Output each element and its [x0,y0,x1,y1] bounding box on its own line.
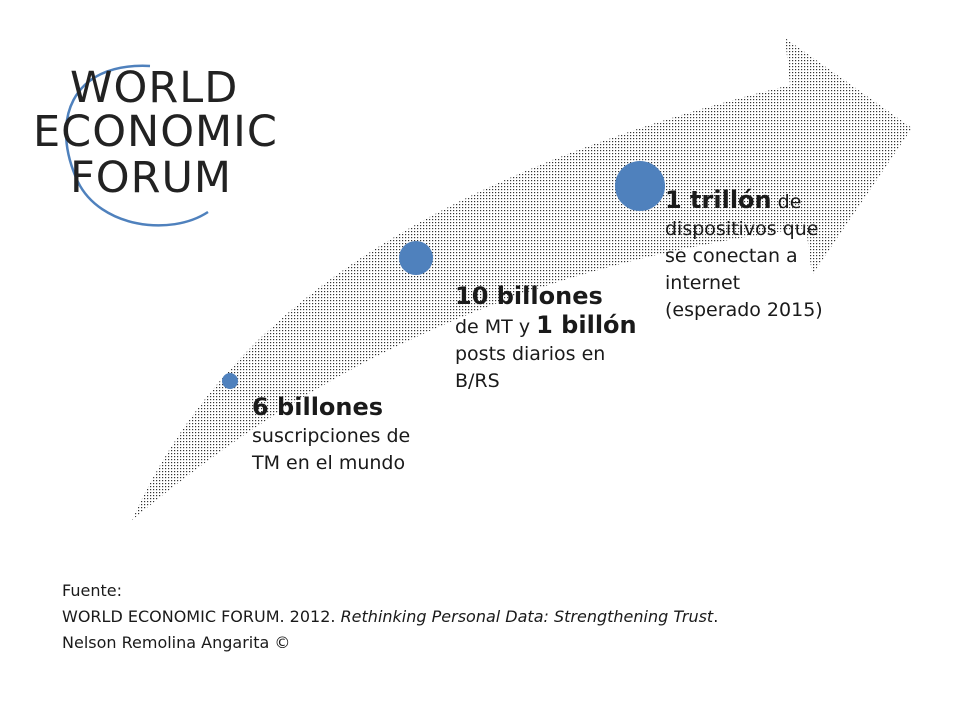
milestone-2-text-a: de MT y [455,316,537,338]
source-reference: WORLD ECONOMIC FORUM. 2012. Rethinking P… [62,604,718,630]
milestone-dot-large [615,161,665,211]
arrow-shape [132,38,912,520]
milestone-3-text-b: dispositivos que se conectan a internet … [665,218,823,321]
milestone-1-text: suscripciones de TM en el mundo [252,425,411,474]
milestone-2-figure-b: 1 billón [536,311,637,339]
source-title: Rethinking Personal Data: Strengthening … [340,607,714,626]
logo-line-economic: ECONOMIC [33,107,278,157]
world-economic-forum-logo: WORLD ECONOMIC FORUM [30,62,278,242]
milestone-dot-small [222,373,238,389]
milestone-2-figure: 10 billones [455,282,603,310]
source-citation: Fuente: WORLD ECONOMIC FORUM. 2012. Reth… [62,578,718,656]
milestone-2-label: 10 billones de MT y 1 billón posts diari… [455,283,645,395]
source-org: WORLD ECONOMIC FORUM. 2012. [62,607,341,626]
milestone-3-figure: 1 trillón [665,186,772,214]
milestone-1-label: 6 billones suscripciones de TM en el mun… [252,394,422,477]
source-author: Nelson Remolina Angarita © [62,633,291,652]
source-end: . [713,607,719,626]
logo-arc-icon [64,64,209,227]
source-label: Fuente: [62,581,122,600]
milestone-1-figure: 6 billones [252,393,384,421]
milestone-3-label: 1 trillón de dispositivos que se conecta… [665,187,825,324]
milestone-dot-medium [399,241,433,275]
logo-line-world: WORLD [70,63,239,113]
milestone-2-text-b: posts diarios en B/RS [455,343,606,392]
logo-line-forum: FORUM [70,153,233,203]
milestone-3-text-a: de [771,191,802,213]
